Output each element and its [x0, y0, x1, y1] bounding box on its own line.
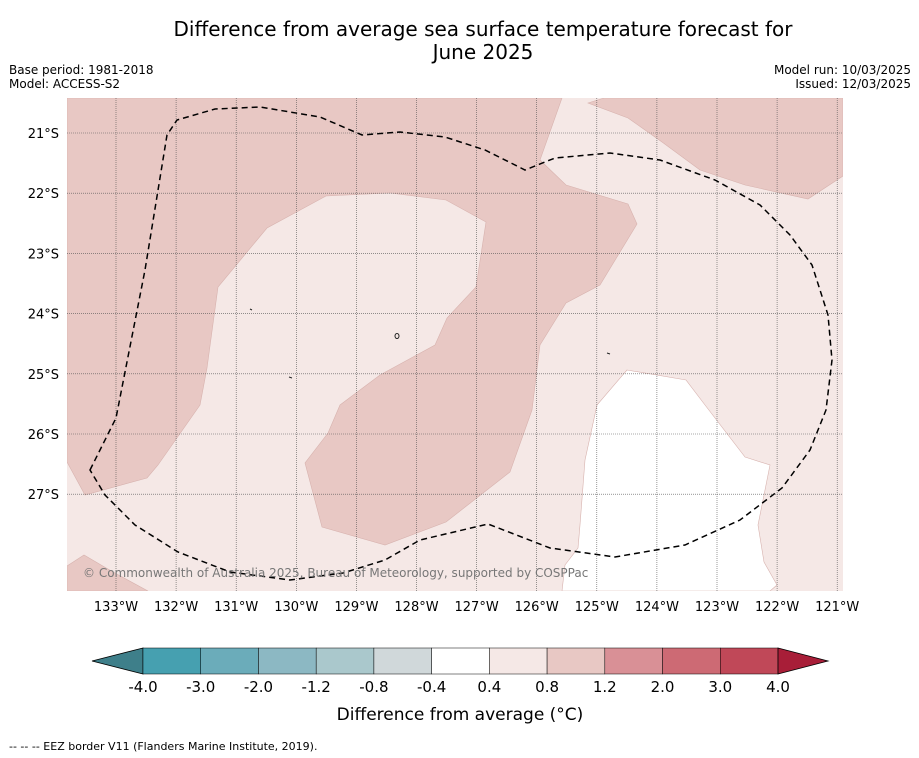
anomaly-band-neutral: [561, 369, 778, 591]
colorbar-tick-label: 4.0: [766, 678, 790, 696]
longitude-labels: 133°W 132°W 131°W 130°W 129°W 128°W 127°W 126°W…: [94, 600, 860, 615]
colorbar-tick-label: -1.2: [302, 678, 331, 696]
lon-label: 133°W: [94, 600, 138, 615]
footer-note: -- -- -- EEZ border V11 (Flanders Marine…: [9, 740, 318, 753]
lon-label: 132°W: [154, 600, 198, 615]
lat-label: 24°S: [28, 308, 59, 323]
lon-label: 130°W: [274, 600, 318, 615]
colorbar-tick-label: 2.0: [651, 678, 675, 696]
colorbar-tick-label: -0.4: [417, 678, 446, 696]
graticule: [67, 98, 843, 591]
colorbar-tick-label: -3.0: [186, 678, 215, 696]
lat-label: 25°S: [28, 368, 59, 383]
colorbar-cell: [142, 647, 201, 675]
anomaly-band-0.8-1.2-northeast: [587, 98, 843, 200]
colorbar-tick-labels: -4.0 -3.0 -2.0 -1.2 -0.8 -0.4 0.4 0.8 1.2 2.0 3.0 4…: [128, 678, 790, 696]
copyright-text: © Commonwealth of Australia 2025, Bureau…: [83, 566, 588, 580]
colorbar-cell: [200, 647, 259, 675]
lat-label: 21°S: [28, 127, 59, 142]
small-contour-specks: [249, 308, 611, 379]
lat-label: 27°S: [28, 488, 59, 503]
latitude-labels: 21°S 22°S 23°S 24°S 25°S 26°S 27°S: [28, 127, 59, 503]
colorbar-high-extend: [777, 647, 830, 675]
issued-text: Issued: 12/03/2025: [795, 77, 911, 91]
meta-right: Model run: 10/03/2025 Issued: 12/03/2025: [774, 63, 911, 91]
lon-label: 125°W: [575, 600, 619, 615]
colorbar-cell: [720, 647, 779, 675]
lon-label: 123°W: [695, 600, 739, 615]
colorbar-tick-label: 0.4: [477, 678, 501, 696]
map-title-line1: Difference from average sea surface temp…: [173, 17, 793, 41]
lon-label: 127°W: [455, 600, 499, 615]
base-period-text: Base period: 1981-2018: [9, 63, 154, 77]
lon-label: 124°W: [635, 600, 679, 615]
lat-label: 23°S: [28, 247, 59, 262]
colorbar-cells: [142, 647, 779, 675]
model-text: Model: ACCESS-S2: [9, 77, 121, 91]
colorbar-title: Difference from average (°C): [336, 705, 584, 725]
colorbar-tick-label: -0.8: [359, 678, 388, 696]
lon-label: 126°W: [515, 600, 559, 615]
map-title-line2: June 2025: [432, 40, 534, 64]
colorbar-low-extend: [91, 647, 144, 675]
colorbar-tick-label: 1.2: [593, 678, 617, 696]
colorbar-cell: [546, 647, 606, 675]
colorbar-tick-label: 3.0: [708, 678, 732, 696]
anomaly-band-0.8-1.2-southwest: [67, 554, 149, 591]
colorbar-tick-label: -4.0: [128, 678, 157, 696]
eez-border: [89, 106, 833, 581]
colorbar-tick-label: 0.8: [535, 678, 559, 696]
colorbar-cell: [315, 647, 375, 675]
colorbar-cell: [373, 647, 432, 675]
lon-label: 128°W: [394, 600, 438, 615]
colorbar-cell: [604, 647, 663, 675]
colorbar-tick-label: -2.0: [244, 678, 273, 696]
meta-left: Base period: 1981-2018 Model: ACCESS-S2: [9, 63, 154, 91]
lon-label: 121°W: [815, 600, 859, 615]
lon-label: 122°W: [755, 600, 799, 615]
sst-anomaly-map: © Commonwealth of Australia 2025, Bureau…: [28, 98, 860, 696]
colorbar: -4.0 -3.0 -2.0 -1.2 -0.8 -0.4 0.4 0.8 1.2 2.0 3.0 4…: [91, 647, 830, 696]
model-run-text: Model run: 10/03/2025: [773, 63, 911, 77]
map-title: Difference from average sea surface temp…: [0, 18, 919, 64]
lat-label: 26°S: [28, 428, 59, 443]
colorbar-cell: [662, 647, 721, 675]
colorbar-cell: [489, 647, 548, 675]
lon-label: 129°W: [334, 600, 378, 615]
anomaly-band-0.8-1.2-west: [67, 98, 638, 546]
colorbar-cell: [258, 647, 317, 675]
lat-label: 22°S: [28, 187, 59, 202]
map-area: © Commonwealth of Australia 2025, Bureau…: [67, 98, 843, 591]
colorbar-cell: [431, 647, 490, 675]
lon-label: 131°W: [214, 600, 258, 615]
